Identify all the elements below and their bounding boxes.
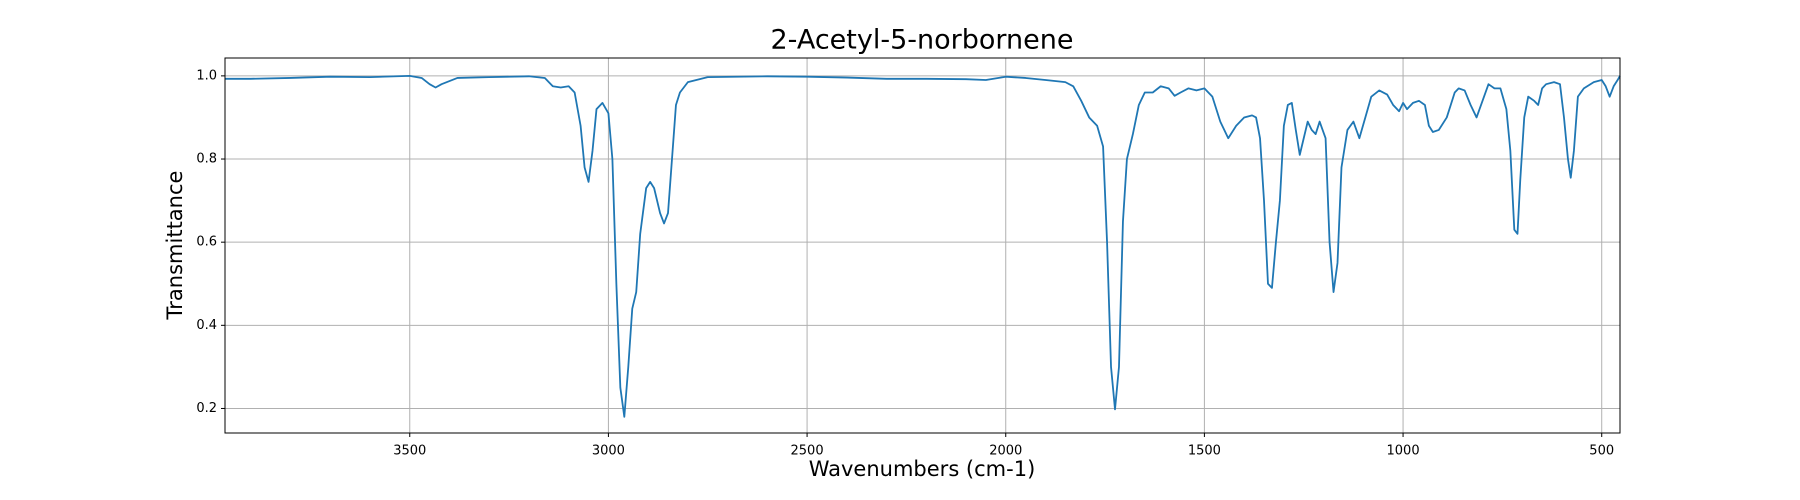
x-tick-label: 1500 bbox=[1188, 444, 1221, 459]
y-axis-label: Transmittance bbox=[163, 171, 187, 321]
y-tick-label: 0.6 bbox=[196, 235, 217, 250]
x-tick-label: 2000 bbox=[989, 444, 1022, 459]
y-tick-label: 1.0 bbox=[196, 68, 217, 83]
plot-frame bbox=[224, 57, 1621, 434]
chart-title: 2-Acetyl-5-norbornene bbox=[771, 25, 1074, 56]
spectrum-line bbox=[225, 74, 1621, 418]
y-tick-label: 0.8 bbox=[196, 152, 217, 167]
x-tick-label: 2500 bbox=[791, 444, 824, 459]
y-tick-label: 0.2 bbox=[196, 401, 217, 416]
y-tick-label: 0.4 bbox=[196, 318, 217, 333]
x-tick-label: 1000 bbox=[1387, 444, 1420, 459]
x-axis-label: Wavenumbers (cm-1) bbox=[809, 457, 1036, 481]
x-tick-label: 3500 bbox=[393, 444, 426, 459]
x-tick-label: 3000 bbox=[592, 444, 625, 459]
x-tick-label: 500 bbox=[1589, 444, 1614, 459]
